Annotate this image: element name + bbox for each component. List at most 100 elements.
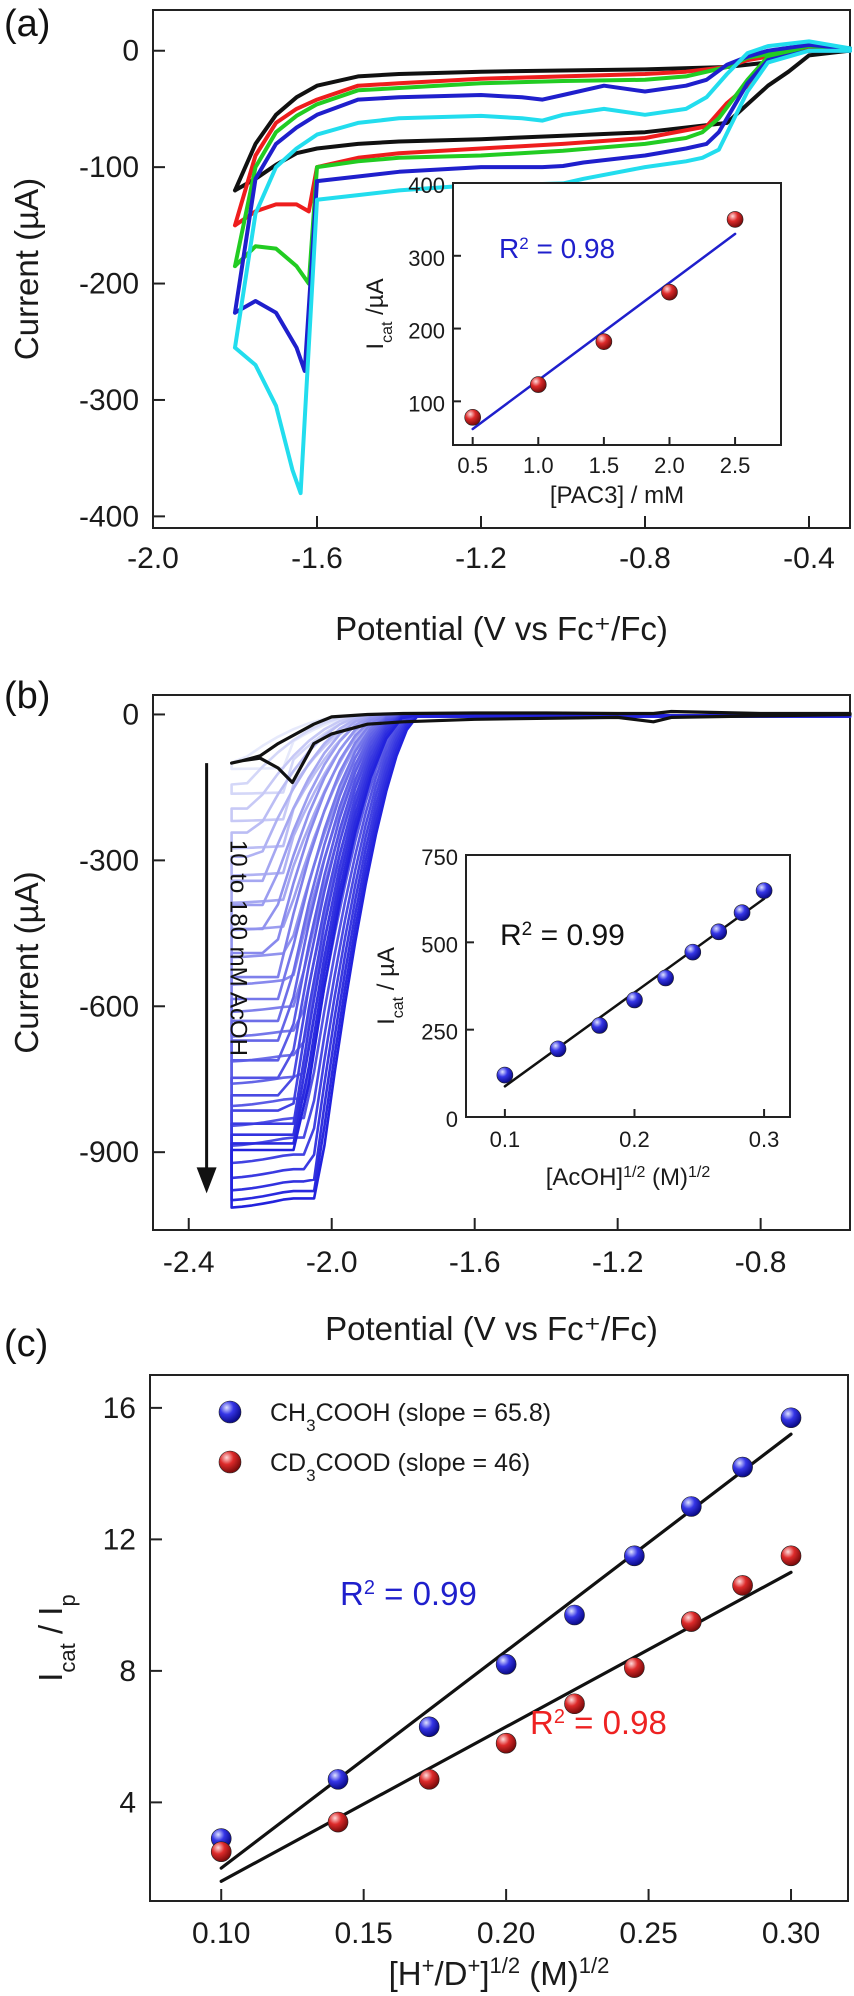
panel-b-inset-ytick-label: 0 bbox=[446, 1107, 458, 1132]
panel-c-xtick-label: 0.15 bbox=[334, 1917, 392, 1950]
panel-label-b: (b) bbox=[4, 675, 50, 717]
panel-a-inset-ytick-label: 200 bbox=[408, 319, 445, 344]
panel-c-data-point bbox=[681, 1611, 702, 1632]
panel-b-inset-data-point bbox=[549, 1040, 567, 1058]
panel-b-ytick-label: -900 bbox=[79, 1136, 139, 1169]
panel-b-inset-chart: 0.1 0.2 0.3 0 250 500 750 [AcOH]1/2 (M)1/2 Icat … bbox=[373, 845, 791, 1192]
panel-b-xtick-label: -2.0 bbox=[306, 1246, 358, 1279]
panel-c-data-point bbox=[732, 1575, 753, 1596]
panel-c-y-axis-label: Icat / Ip bbox=[32, 1594, 80, 1681]
panel-b-inset-xtick-label: 0.1 bbox=[490, 1127, 521, 1152]
panel-c-ytick-label: 16 bbox=[103, 1392, 136, 1425]
panel-a-inset-xtick-label: 1.5 bbox=[589, 453, 620, 478]
panel-b-xtick-label: -1.2 bbox=[592, 1246, 644, 1279]
panel-b-ytick-label: 0 bbox=[122, 698, 139, 731]
panel-c-data-point bbox=[624, 1657, 645, 1678]
panel-b-inset-data-point bbox=[657, 969, 674, 987]
panel-a-inset-frame bbox=[452, 182, 782, 446]
panel-a-chart: -2.0 -1.6 -1.2 -0.8 -0.4 0 -100 -200 -300 -400 Pot… bbox=[8, 9, 852, 647]
panel-c-data-point bbox=[327, 1811, 349, 1833]
panel-c-r2-label-ch3cooh: R2 = 0.99 bbox=[340, 1575, 477, 1612]
panel-b-inset-xtick-label: 0.3 bbox=[749, 1127, 780, 1152]
panel-a-inset-ytick-label: 300 bbox=[408, 246, 445, 271]
panel-a-cv-curve bbox=[233, 39, 852, 496]
panel-b-chart: -2.4 -2.0 -1.6 -1.2 -0.8 0 -300 -600 -900 10 to 1… bbox=[8, 694, 852, 1347]
panel-c-data-point bbox=[564, 1604, 585, 1626]
panel-c-data-point bbox=[210, 1841, 232, 1862]
panel-b-x-axis-label: Potential (V vs Fc⁺/Fc) bbox=[325, 1310, 658, 1347]
panel-a-ytick-label: -100 bbox=[79, 151, 139, 184]
panel-b-inset-ytick-label: 500 bbox=[421, 932, 458, 957]
panel-c-legend-marker bbox=[218, 1450, 242, 1474]
panel-c-data-point bbox=[681, 1496, 702, 1517]
panel-b-ytick-label: -600 bbox=[79, 990, 139, 1023]
panel-b-blank-cv-curve bbox=[230, 709, 852, 785]
panel-a-x-axis-label: Potential (V vs Fc⁺/Fc) bbox=[335, 610, 668, 647]
panel-c-data-point bbox=[495, 1654, 517, 1675]
panel-c-xtick-label: 0.10 bbox=[192, 1917, 250, 1950]
panel-b-inset-data-point bbox=[591, 1017, 608, 1034]
panel-a-inset-x-axis-label: [PAC3] / mM bbox=[550, 482, 684, 509]
panel-a-inset-data-point bbox=[464, 409, 481, 426]
panel-b-inset-x-axis-label: [AcOH]1/2 (M)1/2 bbox=[546, 1164, 711, 1192]
panel-c-chart: 0.10 0.15 0.20 0.25 0.30 4 8 12 16 CH3COOH (slope… bbox=[32, 1374, 849, 1993]
panel-a-ytick-label: -400 bbox=[79, 500, 139, 533]
panel-b-inset-data-point bbox=[626, 991, 643, 1009]
panel-a-inset-data-point bbox=[529, 376, 547, 393]
panel-b-y-axis-label: Current (µA) bbox=[8, 871, 45, 1053]
panel-a-inset-ytick-label: 100 bbox=[408, 391, 445, 416]
panel-a-y-axis-label: Current (µA) bbox=[8, 178, 45, 360]
panel-c-xtick-label: 0.30 bbox=[762, 1917, 820, 1950]
panel-c-ytick-label: 8 bbox=[119, 1655, 136, 1688]
panel-c-legend-label: CH3COOH (slope = 65.8) bbox=[270, 1399, 551, 1435]
panel-b-inset-r2-label: R2 = 0.99 bbox=[500, 919, 625, 953]
panel-a-inset-xtick-label: 2.5 bbox=[720, 453, 751, 478]
panel-c-legend-label: CD3COOD (slope = 46) bbox=[270, 1449, 530, 1485]
panel-a-inset-xtick-label: 1.0 bbox=[523, 453, 554, 478]
panel-b-xtick-label: -0.8 bbox=[735, 1246, 787, 1279]
panel-b-inset-data-point bbox=[710, 923, 728, 941]
panel-b-plot-frame bbox=[152, 694, 851, 1231]
panel-c-legend-marker bbox=[218, 1400, 242, 1424]
panel-c-data-point bbox=[327, 1769, 349, 1790]
panel-a-inset-r2-label: R2 = 0.98 bbox=[499, 233, 615, 264]
panel-c-x-axis-label: [H+/D+]1/2 (M)1/2 bbox=[389, 1953, 610, 1993]
panel-a-xtick-label: -1.2 bbox=[455, 542, 507, 575]
panel-b-inset-ytick-label: 750 bbox=[421, 845, 458, 870]
panel-b-xtick-label: -1.6 bbox=[449, 1246, 501, 1279]
panel-a-inset-data-point bbox=[726, 211, 744, 228]
panel-c-ytick-label: 12 bbox=[103, 1523, 136, 1556]
panel-a-ytick-label: 0 bbox=[122, 35, 139, 68]
panel-label-a: (a) bbox=[4, 3, 50, 45]
panel-c-ytick-label: 4 bbox=[119, 1786, 136, 1819]
panel-b-arrow-head bbox=[196, 1167, 217, 1194]
panel-b-inset-data-point bbox=[755, 882, 773, 899]
panel-a-inset-data-point bbox=[661, 283, 678, 301]
panel-c-data-point bbox=[418, 1716, 440, 1738]
panel-b-inset-xtick-label: 0.2 bbox=[619, 1127, 650, 1152]
panel-c-xtick-label: 0.25 bbox=[619, 1917, 677, 1950]
panel-a-inset-xtick-label: 0.5 bbox=[457, 453, 488, 478]
panel-b-ytick-label: -300 bbox=[79, 844, 139, 877]
panel-a-inset-chart: 0.5 1.0 1.5 2.0 2.5 100 200 300 400 [PAC3] / mM Ic… bbox=[362, 173, 782, 509]
panel-a-inset-data-point bbox=[595, 333, 613, 350]
panel-a-xtick-label: -0.8 bbox=[619, 542, 671, 575]
panel-c-data-point bbox=[418, 1769, 440, 1790]
panel-c-data-point bbox=[495, 1732, 517, 1754]
panel-b-inset-ytick-label: 250 bbox=[421, 1020, 458, 1045]
panel-a-xtick-label: -2.0 bbox=[127, 542, 179, 575]
panel-a-ytick-label: -200 bbox=[79, 268, 139, 301]
panel-b-inset-data-point bbox=[496, 1066, 514, 1084]
panel-a-plot-frame bbox=[152, 9, 851, 529]
panel-a-inset-y-axis-label: Icat /µA bbox=[362, 278, 396, 349]
panel-b-inset-data-point bbox=[733, 904, 751, 921]
panel-c-plot-frame bbox=[149, 1374, 849, 1902]
panel-b-inset-data-point bbox=[684, 943, 702, 961]
panel-c-xtick-label: 0.20 bbox=[477, 1917, 535, 1950]
panel-c-fit-line bbox=[219, 1570, 793, 1883]
panel-b-xtick-label: -2.4 bbox=[163, 1246, 215, 1279]
panel-b-inset-background bbox=[466, 855, 790, 1117]
panel-a-xtick-label: -0.4 bbox=[783, 542, 835, 575]
panel-a-inset-fit-line bbox=[471, 232, 737, 431]
